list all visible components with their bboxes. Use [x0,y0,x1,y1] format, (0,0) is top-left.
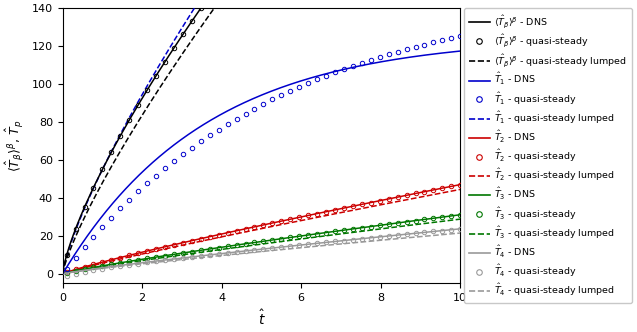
Legend: $\langle\hat{T}_{\beta}\rangle^{\beta}$ - DNS, $\langle\hat{T}_{\beta}\rangle^{\: $\langle\hat{T}_{\beta}\rangle^{\beta}$ … [464,8,632,303]
Y-axis label: $\langle\hat{T}_{\beta}\rangle^{\beta},\, \hat{T}_p$: $\langle\hat{T}_{\beta}\rangle^{\beta},\… [4,119,26,172]
X-axis label: $\hat{t}$: $\hat{t}$ [257,309,266,328]
